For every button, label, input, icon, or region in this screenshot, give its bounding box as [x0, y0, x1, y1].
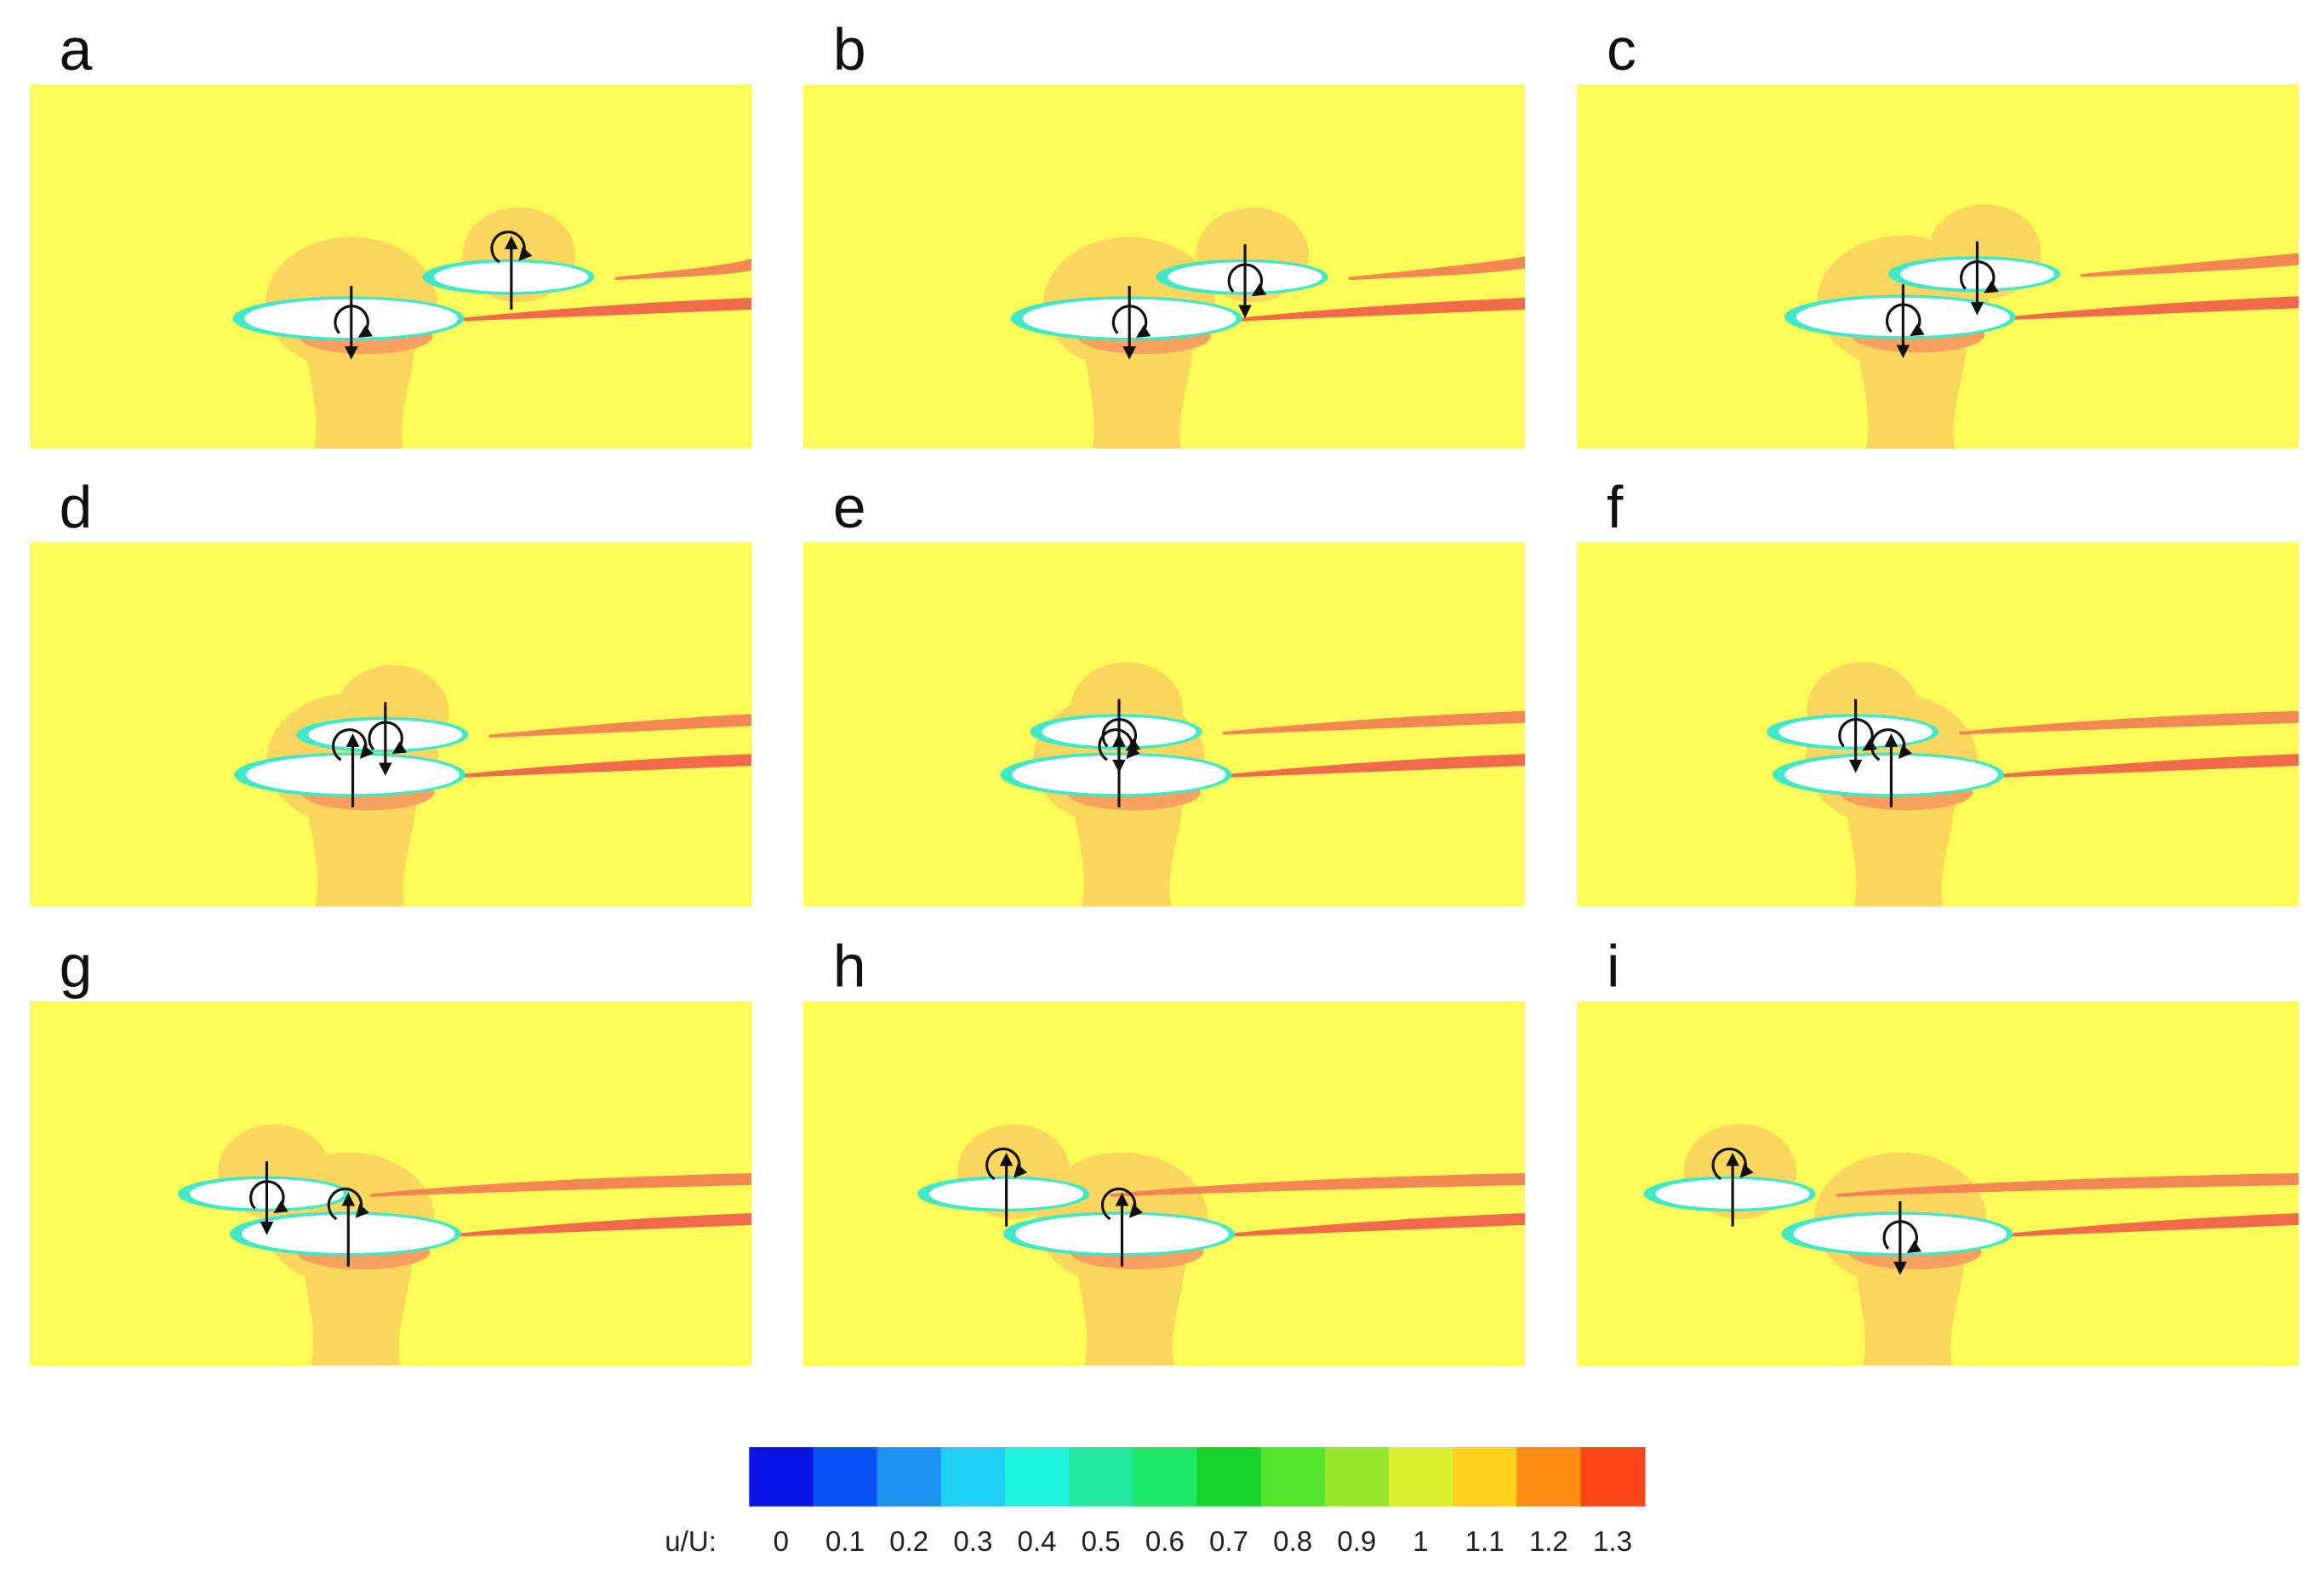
contour: [1577, 1000, 2299, 1366]
rotation-arrow: [249, 1180, 288, 1213]
panel-label: a: [60, 16, 93, 83]
colorbar-block: [1324, 1447, 1390, 1507]
wake: [1222, 754, 1526, 778]
rotation-arrow: [1227, 263, 1267, 297]
rotation-arrow: [1960, 260, 1999, 294]
colorbar-block: [749, 1447, 814, 1507]
colorbar-block: [1133, 1447, 1198, 1507]
contour-panel: [803, 84, 1526, 449]
contour: [29, 84, 752, 449]
panel-label: c: [1607, 16, 1636, 83]
panel-label: g: [60, 933, 93, 1000]
colorbar-tick-label: 1.3: [1593, 1526, 1632, 1558]
wake: [1836, 1172, 2299, 1197]
colorbar-block: [1196, 1447, 1262, 1507]
rotation-arrow: [985, 1147, 1028, 1181]
wake: [456, 754, 752, 778]
rotation-arrow: [1885, 303, 1925, 337]
colorbar-tick-label: 1.1: [1465, 1526, 1505, 1558]
wake: [452, 1212, 752, 1237]
colorbar-block: [1260, 1447, 1326, 1507]
wake: [1959, 710, 2299, 735]
wake: [2007, 296, 2299, 321]
panel-label: i: [1607, 933, 1619, 1000]
contour-panel: [29, 1000, 752, 1366]
colorbar-block: [1069, 1447, 1134, 1507]
rotation-arrow: [1882, 1220, 1922, 1253]
rotation-arrow: [327, 1187, 369, 1221]
colorbar-block: [1004, 1447, 1070, 1507]
colorbar-block: [940, 1447, 1006, 1507]
colorbar-block: [876, 1447, 942, 1507]
colorbar-block: [1580, 1447, 1646, 1507]
colorbar-tick-label: 0.8: [1273, 1526, 1312, 1558]
wake: [454, 297, 752, 322]
colorbar-tick-label: 0.1: [825, 1526, 865, 1558]
wake: [1348, 256, 1526, 281]
contour: [1577, 542, 2299, 907]
colorbar-block: [1388, 1447, 1453, 1507]
colorbar-tick-label: 1.2: [1529, 1526, 1568, 1558]
rotation-arrow: [368, 721, 408, 755]
contour-panel: [1577, 1000, 2299, 1366]
colorbar-tick-label: 0.5: [1082, 1526, 1121, 1558]
rotation-arrow: [1711, 1147, 1754, 1181]
rotation-arrow: [1870, 728, 1913, 761]
colorbar-tick-label: 0.6: [1145, 1526, 1185, 1558]
rotation-arrow: [334, 305, 374, 338]
wake: [1110, 1172, 1526, 1197]
contour: [29, 1000, 752, 1366]
rotation-arrow: [1101, 718, 1141, 751]
colorbar-block: [1516, 1447, 1582, 1507]
rotation-arrow: [490, 231, 533, 264]
contour-panel: [803, 542, 1526, 907]
colorbar-block: [813, 1447, 878, 1507]
colorbar-tick-label: 0.4: [1018, 1526, 1057, 1558]
panel-label: h: [833, 933, 866, 1000]
contour-panel: [1577, 84, 2299, 449]
panel-label: d: [60, 474, 93, 540]
colorbar-tick-label: 0.9: [1337, 1526, 1376, 1558]
colorbar-tick-label: 0.3: [953, 1526, 992, 1558]
contour-panel: [803, 1000, 1526, 1366]
wake: [1222, 710, 1526, 735]
colorbar-tick-label: 0: [774, 1526, 789, 1558]
wake: [1225, 1212, 1526, 1237]
colorbar-tick-label: 0.2: [889, 1526, 928, 1558]
rotation-arrow: [1838, 718, 1877, 751]
contour: [1577, 84, 2299, 449]
wake: [1995, 754, 2299, 778]
wake: [614, 256, 752, 281]
contour-panel: [29, 84, 752, 449]
colorbar-tick-label: 0.7: [1209, 1526, 1248, 1558]
contour: [803, 542, 1526, 907]
rotation-arrow: [332, 728, 374, 761]
panel-label: f: [1607, 474, 1624, 540]
wake: [2081, 253, 2299, 277]
contour: [803, 84, 1526, 449]
colorbar-tick-label: 1: [1413, 1526, 1428, 1558]
contour-panel: [1577, 542, 2299, 907]
panel-label: e: [833, 474, 866, 540]
contour: [803, 1000, 1526, 1366]
wake: [1233, 297, 1526, 322]
contour: [29, 542, 752, 907]
rotation-arrow: [1100, 1187, 1144, 1221]
wake: [2003, 1212, 2299, 1237]
panel-label: b: [833, 16, 866, 83]
wake: [370, 1172, 752, 1197]
colorbar-label: u/U:: [665, 1526, 717, 1558]
wake: [488, 714, 752, 738]
colorbar-block: [1453, 1447, 1518, 1507]
contour-panel: [29, 542, 752, 907]
rotation-arrow: [1111, 305, 1151, 338]
